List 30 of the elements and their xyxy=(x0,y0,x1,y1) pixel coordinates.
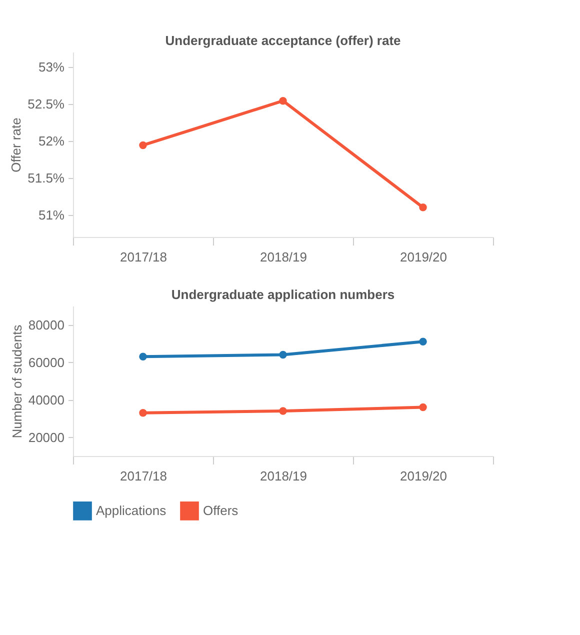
chart-title: Undergraduate application numbers xyxy=(171,287,395,302)
point xyxy=(279,96,287,105)
y-axis-title: Offer rate xyxy=(8,118,24,172)
x-tick-label: 2018/19 xyxy=(260,250,307,264)
y-tick-label: 52% xyxy=(38,133,65,148)
point xyxy=(419,204,427,212)
x-tick-label: 2019/20 xyxy=(400,250,447,264)
point xyxy=(139,352,147,360)
x-tick-label: 2019/20 xyxy=(400,468,447,484)
y-tick-label: 80000 xyxy=(28,317,64,332)
point xyxy=(419,403,427,412)
legend-label: Applications xyxy=(96,502,167,518)
y-tick-label: 60000 xyxy=(28,354,64,370)
point xyxy=(279,350,287,359)
point xyxy=(279,407,287,415)
y-tick-label: 40000 xyxy=(28,392,64,408)
y-tick-label: 53% xyxy=(38,59,65,74)
x-tick-label: 2018/19 xyxy=(260,468,307,484)
y-tick-label: 51% xyxy=(38,207,65,222)
point xyxy=(139,409,147,417)
y-tick-label: 51.5% xyxy=(28,170,65,186)
y-tick-label: 52.5% xyxy=(28,96,65,112)
legend-label: Offers xyxy=(203,502,239,518)
point xyxy=(139,141,147,150)
chart-title: Undergraduate acceptance (offer) rate xyxy=(165,33,401,48)
y-axis-title: Number of students xyxy=(9,324,24,438)
x-tick-label: 2017/18 xyxy=(120,468,167,484)
x-tick-label: 2017/18 xyxy=(120,250,167,264)
y-tick-label: 20000 xyxy=(28,430,64,445)
point xyxy=(419,338,427,346)
